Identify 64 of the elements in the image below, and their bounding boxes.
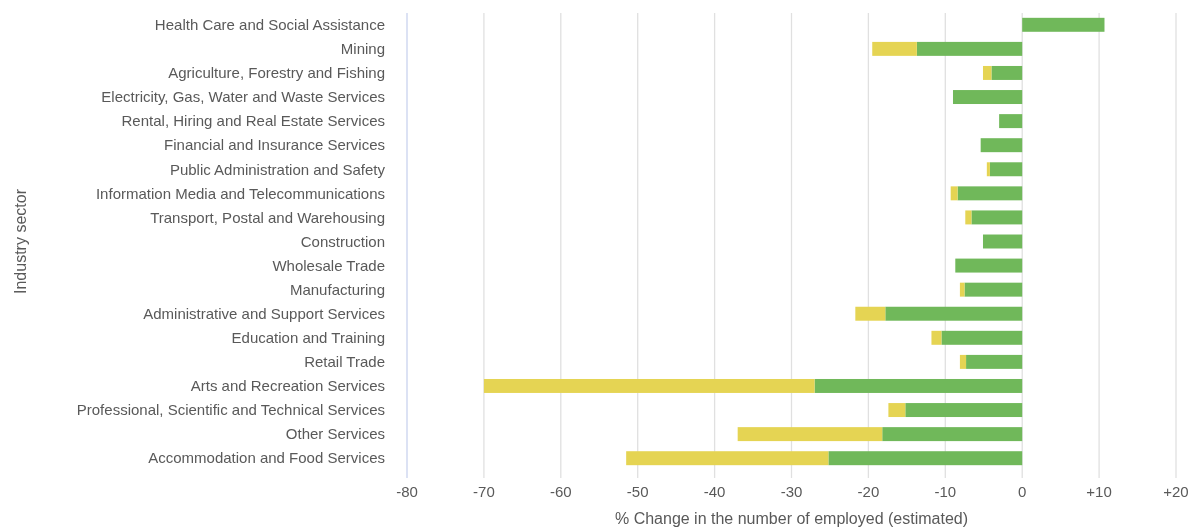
bar bbox=[971, 210, 1023, 225]
bar bbox=[941, 330, 1023, 345]
bar bbox=[966, 354, 1023, 369]
bar bbox=[916, 41, 1023, 56]
x-tick-label: +10 bbox=[1086, 483, 1112, 500]
bar bbox=[965, 210, 972, 225]
y-tick-label: Accommodation and Food Services bbox=[148, 449, 385, 467]
x-tick-label: -40 bbox=[703, 483, 726, 500]
bar bbox=[1022, 17, 1105, 32]
y-axis-title: Industry sector bbox=[12, 188, 29, 294]
y-tick-label: Retail Trade bbox=[304, 353, 385, 371]
x-tick-label: -50 bbox=[626, 483, 649, 500]
bar bbox=[885, 306, 1023, 321]
x-tick-label: -30 bbox=[780, 483, 803, 500]
bar bbox=[999, 114, 1023, 129]
y-tick-label: Professional, Scientific and Technical Services bbox=[76, 401, 385, 419]
y-tick-label: Health Care and Social Assistance bbox=[154, 16, 385, 34]
bar bbox=[991, 65, 1023, 80]
bar bbox=[980, 138, 1023, 153]
bar bbox=[872, 41, 917, 56]
x-tick-label: -80 bbox=[396, 483, 418, 500]
y-tick-label: Financial and Insurance Services bbox=[164, 136, 385, 154]
x-tick-label: -60 bbox=[549, 483, 572, 500]
x-tick-label: -20 bbox=[857, 483, 880, 500]
y-tick-label: Manufacturing bbox=[289, 280, 385, 298]
bar bbox=[950, 186, 958, 201]
bar bbox=[959, 282, 965, 297]
y-tick-label: Mining bbox=[340, 40, 385, 58]
bar bbox=[888, 403, 906, 418]
y-tick-label: Agriculture, Forestry and Fishing bbox=[168, 64, 385, 82]
bar bbox=[982, 234, 1023, 249]
x-axis-title: % Change in the number of employed (estimated) bbox=[614, 510, 969, 527]
y-tick-label: Other Services bbox=[285, 425, 385, 443]
bar bbox=[959, 354, 967, 369]
bar bbox=[855, 306, 886, 321]
y-tick-label: Electricity, Gas, Water and Waste Services bbox=[101, 88, 385, 106]
bar bbox=[483, 378, 815, 393]
bar bbox=[931, 330, 942, 345]
y-tick-label: Public Administration and Safety bbox=[169, 160, 386, 178]
bar bbox=[989, 162, 1023, 177]
bar bbox=[955, 258, 1023, 273]
bar bbox=[626, 451, 829, 466]
bar bbox=[737, 427, 883, 442]
bar bbox=[964, 282, 1023, 297]
bar bbox=[882, 427, 1023, 442]
bar bbox=[828, 451, 1023, 466]
bar bbox=[957, 186, 1023, 201]
y-tick-label: Rental, Hiring and Real Estate Services bbox=[121, 112, 385, 130]
bar bbox=[905, 403, 1023, 418]
y-tick-label: Wholesale Trade bbox=[272, 256, 385, 274]
x-tick-label: 0 bbox=[1018, 483, 1027, 500]
y-tick-label: Administrative and Support Services bbox=[143, 304, 385, 322]
y-tick-label: Construction bbox=[300, 232, 385, 250]
bar bbox=[814, 378, 1023, 393]
y-tick-label: Arts and Recreation Services bbox=[190, 377, 385, 395]
bar bbox=[952, 90, 1023, 105]
y-tick-label: Education and Training bbox=[231, 329, 385, 347]
x-tick-label: +20 bbox=[1163, 483, 1189, 500]
y-tick-label: Information Media and Telecommunications bbox=[95, 184, 385, 202]
bar bbox=[982, 65, 992, 80]
bar bbox=[986, 162, 990, 177]
x-tick-label: -10 bbox=[934, 483, 957, 500]
x-tick-label: -70 bbox=[473, 483, 495, 500]
y-tick-label: Transport, Postal and Warehousing bbox=[150, 208, 385, 226]
